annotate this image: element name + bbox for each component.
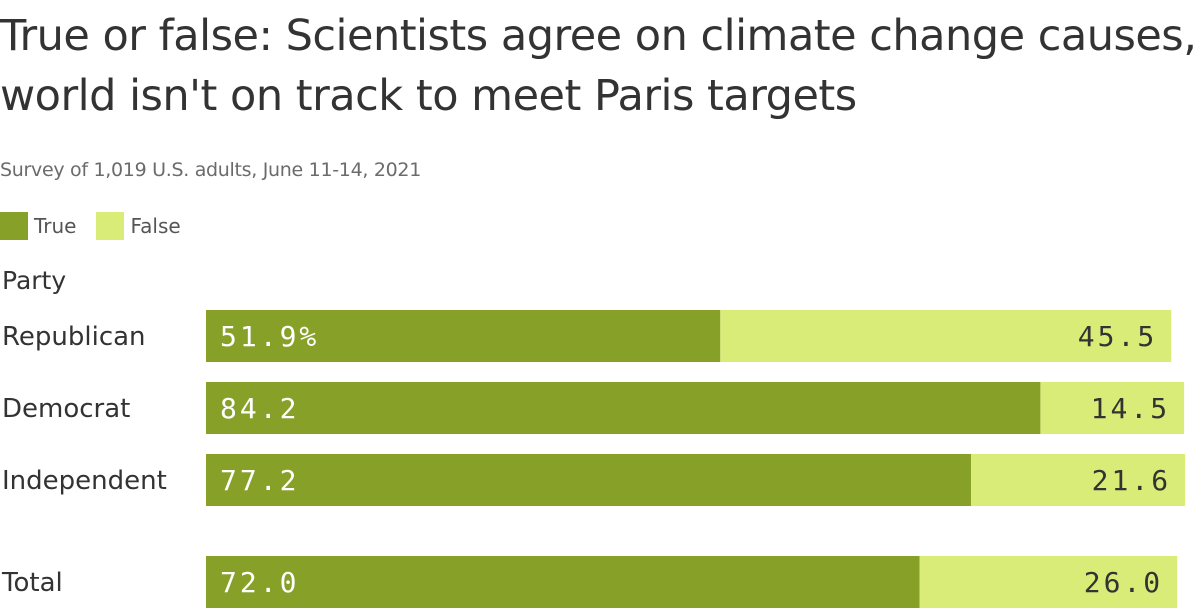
- value-label-true-republican: 51.9%: [220, 320, 319, 353]
- chart-subtitle: Survey of 1,019 U.S. adults, June 11-14,…: [0, 159, 422, 181]
- chart-title: True or false: Scientists agree on clima…: [0, 11, 1197, 121]
- bar-true-total: [206, 556, 920, 608]
- bar-false-democrat: [1040, 382, 1185, 434]
- bar-row-independent: Independent 77.2 21.6: [2, 454, 1186, 506]
- legend-item-false: False: [96, 212, 181, 240]
- legend-swatch-true: [0, 212, 28, 240]
- bar-false-republican: [720, 310, 1172, 362]
- bar-row-republican: Republican 51.9% 45.5: [2, 310, 1172, 362]
- group-label-party: Party: [2, 266, 67, 295]
- value-label-true-democrat: 84.2: [220, 392, 299, 425]
- bar-row-democrat: Democrat 84.2 14.5: [2, 382, 1185, 434]
- category-label: Democrat: [2, 394, 130, 424]
- bar-true-republican: [206, 310, 721, 362]
- legend: True False: [0, 212, 201, 240]
- bar-false-independent: [971, 454, 1186, 506]
- value-label-false-independent: 21.6: [1092, 464, 1171, 497]
- value-label-false-democrat: 14.5: [1091, 392, 1170, 425]
- legend-swatch-false: [96, 212, 125, 240]
- bar-true-democrat: [206, 382, 1041, 434]
- value-label-false-republican: 45.5: [1078, 320, 1157, 353]
- legend-item-true: True: [0, 212, 76, 240]
- category-label: Independent: [2, 466, 167, 496]
- value-label-false-total: 26.0: [1084, 566, 1163, 599]
- value-label-true-total: 72.0: [220, 566, 299, 599]
- bar-row-total: Total 72.0 26.0: [1, 556, 1178, 608]
- legend-label-true: True: [34, 214, 77, 238]
- bar-false-total: [919, 556, 1178, 608]
- legend-label-false: False: [130, 214, 181, 238]
- category-label: Republican: [2, 322, 146, 352]
- value-label-true-independent: 77.2: [220, 464, 299, 497]
- category-label: Total: [1, 568, 63, 598]
- bar-true-independent: [206, 454, 972, 506]
